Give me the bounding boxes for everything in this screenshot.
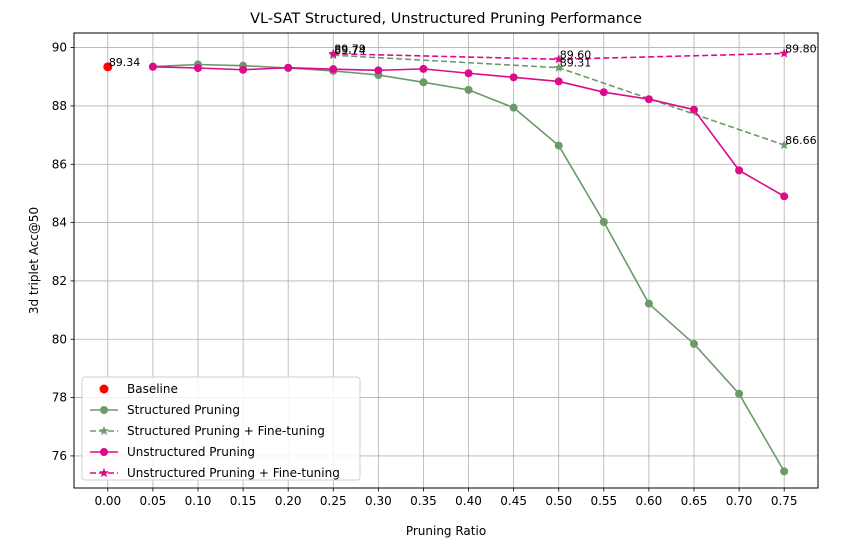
y-axis: 76 78 80 82 84 86 88 90 [52, 41, 74, 463]
data-point [553, 53, 564, 64]
x-tick-label: 0.25 [320, 494, 347, 508]
x-axis-title: Pruning Ratio [406, 524, 486, 538]
legend-swatch-marker [99, 384, 109, 394]
x-tick-label: 0.10 [185, 494, 212, 508]
data-point [464, 85, 473, 94]
data-point [103, 62, 113, 72]
legend-entry: Unstructured Pruning + Fine-tuning [90, 466, 340, 480]
data-point [554, 141, 563, 150]
legend-entry: Baseline [99, 382, 178, 396]
data-point [509, 103, 518, 112]
plot-frame [73, 32, 819, 489]
legend-swatch-marker [100, 448, 108, 456]
data-point [419, 78, 428, 87]
x-tick-label: 0.65 [681, 494, 708, 508]
data-point [690, 339, 698, 348]
legend-entry: Unstructured Pruning [90, 445, 255, 459]
series-1 [148, 60, 789, 476]
data-label: 89.74 [334, 44, 366, 57]
y-tick-label: 78 [52, 391, 67, 405]
x-axis: 0.00 0.05 0.10 0.15 0.20 0.25 0.30 0.35 0.40 0.45… [94, 488, 798, 508]
y-tick-label: 82 [52, 274, 67, 288]
data-label: 89.79 [334, 43, 366, 56]
legend-label: Unstructured Pruning [127, 445, 255, 459]
data-label: 89.31 [560, 57, 592, 70]
x-tick-label: 0.50 [545, 494, 572, 508]
series-layer [103, 48, 790, 476]
x-tick-label: 0.70 [726, 494, 753, 508]
series-0 [103, 62, 113, 72]
chart-title: VL-SAT Structured, Unstructured Pruning … [250, 11, 642, 27]
x-tick-label: 0.75 [771, 494, 798, 508]
data-point [374, 66, 383, 75]
data-point [329, 65, 338, 74]
x-tick-label: 0.35 [410, 494, 437, 508]
legend-entry: Structured Pruning + Fine-tuning [90, 424, 325, 438]
legend-label: Structured Pruning [127, 403, 240, 417]
data-point [554, 77, 563, 86]
x-tick-label: 0.55 [590, 494, 617, 508]
y-tick-label: 76 [52, 449, 67, 463]
x-tick-label: 0.60 [636, 494, 663, 508]
y-tick-label: 88 [52, 99, 67, 113]
data-point [780, 467, 789, 476]
x-tick-label: 0.15 [230, 494, 257, 508]
y-axis-title: 3d triplet Acc@50 [27, 207, 41, 314]
data-point [148, 62, 157, 71]
data-point [690, 105, 698, 114]
data-label: 89.60 [560, 48, 592, 61]
legend-label: Unstructured Pruning + Fine-tuning [127, 466, 340, 480]
y-tick-label: 84 [52, 216, 67, 230]
legend-label: Structured Pruning + Fine-tuning [127, 424, 325, 438]
data-point [509, 73, 518, 82]
data-point [419, 64, 428, 73]
y-tick-label: 90 [52, 41, 67, 55]
x-tick-label: 0.00 [94, 494, 121, 508]
legend-swatch-marker [98, 467, 110, 478]
legend-swatch-marker [100, 406, 108, 414]
data-point [599, 218, 608, 226]
series-4 [328, 48, 790, 64]
x-tick-label: 0.05 [140, 494, 167, 508]
y-tick-label: 86 [52, 157, 67, 171]
data-point [284, 63, 293, 72]
legend-label: Baseline [127, 382, 178, 396]
data-point [735, 166, 744, 175]
data-label: 89.80 [785, 42, 817, 55]
series-3 [148, 62, 789, 201]
legend-box [81, 376, 361, 481]
data-point [599, 88, 608, 97]
data-point [239, 65, 248, 74]
data-point [644, 95, 653, 104]
data-point [779, 139, 790, 150]
data-point [553, 62, 564, 73]
data-point [194, 64, 202, 72]
data-point [328, 48, 339, 59]
y-tick-label: 80 [52, 332, 67, 346]
data-label: 86.66 [785, 134, 817, 147]
x-tick-label: 0.20 [275, 494, 302, 508]
x-tick-label: 0.30 [365, 494, 392, 508]
data-point [779, 48, 790, 58]
data-point [464, 69, 473, 78]
data-point [735, 389, 744, 398]
legend-swatch-marker [98, 425, 110, 436]
legend-entry: Structured Pruning [90, 403, 240, 417]
data-point [780, 192, 789, 201]
x-tick-label: 0.40 [455, 494, 482, 508]
data-point [644, 299, 653, 308]
x-tick-label: 0.45 [500, 494, 527, 508]
legend: Baseline Structured Pruning Structured Pru… [81, 376, 361, 481]
data-label: 89.34 [109, 56, 140, 69]
